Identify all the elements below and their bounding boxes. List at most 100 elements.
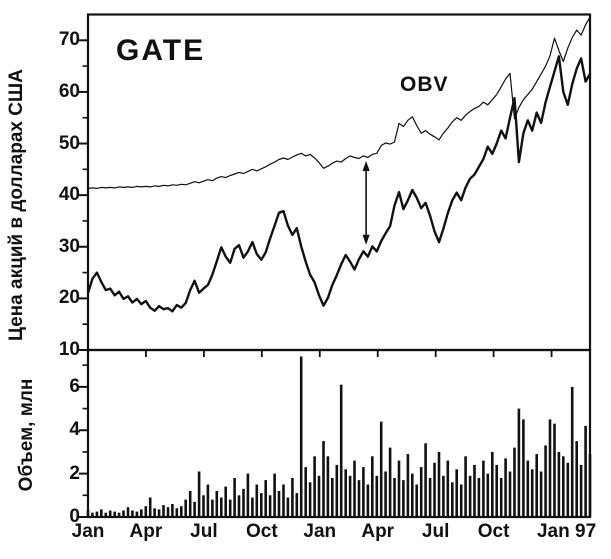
volume-bar [464, 456, 467, 517]
volume-bar [437, 451, 441, 517]
price-y-tick-label: 60 [58, 80, 80, 102]
chart-title: GATE [116, 34, 206, 67]
volume-y-tick-label: 6 [69, 375, 80, 397]
volume-bar [504, 458, 507, 517]
volume-bar [339, 384, 343, 517]
volume-bar [286, 497, 290, 517]
volume-panel-frame [86, 348, 592, 519]
volume-bar [171, 504, 174, 517]
volume-bar [393, 478, 396, 517]
arrowhead-down [362, 234, 370, 245]
volume-bar [384, 471, 387, 517]
price-y-tick-label: 20 [58, 287, 80, 309]
volume-bar [215, 491, 219, 517]
volume-bar [131, 510, 134, 517]
volume-bar [455, 469, 458, 517]
volume-bar [117, 512, 121, 517]
x-tick-label: Oct [245, 521, 278, 542]
volume-bar [242, 488, 245, 517]
volume-bar [295, 493, 299, 517]
volume-bar [251, 497, 254, 517]
volume-bar [126, 507, 130, 517]
volume-bar [442, 475, 445, 517]
x-tick-label: Jan [71, 521, 105, 542]
volume-bar [446, 460, 450, 517]
volume-bar [197, 471, 201, 517]
volume-y-tick-label: 0 [69, 506, 80, 527]
volume-bar [451, 482, 454, 517]
volume-bar [220, 497, 223, 517]
volume-bar [108, 510, 112, 517]
volume-bar [419, 467, 423, 517]
x-tick-label: Apr [361, 521, 395, 542]
volume-bar [348, 475, 352, 517]
volume-bar [402, 480, 405, 517]
volume-bar [331, 478, 334, 517]
volume-bar [322, 441, 325, 517]
volume-bar [553, 423, 556, 517]
volume-bar [304, 467, 307, 517]
volume-bar [428, 478, 432, 517]
volume-bar [162, 505, 165, 517]
volume-bar [211, 499, 214, 517]
volume-bar [388, 447, 392, 517]
volume-bar [557, 451, 561, 517]
volume-bar [495, 464, 498, 517]
volume-bar [562, 456, 565, 517]
volume-bar [522, 419, 525, 517]
volume-bar [486, 473, 490, 517]
volume-bar [237, 495, 241, 517]
volume-bar [491, 451, 494, 517]
volume-bar [233, 478, 236, 517]
volume-bar [482, 460, 485, 517]
price-y-tick-label: 50 [58, 132, 80, 154]
volume-bar [366, 484, 370, 517]
volume-bar [175, 508, 179, 517]
volume-bar [579, 464, 583, 517]
volume-bar [202, 495, 205, 517]
volume-bar [228, 499, 232, 517]
volume-bar [148, 497, 152, 517]
volume-bar [113, 511, 116, 517]
volume-bar [353, 460, 356, 517]
volume-bar [508, 471, 512, 517]
volume-bar [184, 499, 187, 517]
volume-bar [291, 478, 294, 517]
volume-bar [246, 473, 250, 517]
x-tick-label: Jul [421, 521, 450, 542]
volume-bar [433, 462, 436, 517]
volume-bar [344, 469, 347, 517]
volume-bar [397, 460, 401, 517]
volume-bar [255, 484, 259, 517]
volume-bar [526, 460, 530, 517]
price-line [86, 55, 592, 313]
obv-series-label: OBV [400, 73, 449, 96]
volume-bar [317, 475, 321, 517]
volume-bar [357, 480, 361, 517]
volume-bar [95, 511, 99, 517]
x-tick-label: Jan [303, 521, 337, 542]
volume-bar [335, 464, 339, 517]
volume-bar [584, 425, 587, 517]
x-tick-label: Oct [477, 521, 510, 542]
volume-bar [100, 509, 103, 517]
volume-bar [544, 445, 547, 517]
volume-y-tick-label: 2 [69, 462, 80, 484]
volume-bar [313, 456, 316, 517]
volume-y-tick-label: 4 [69, 419, 80, 441]
volume-bar [468, 475, 472, 517]
price-y-tick-label: 10 [58, 339, 80, 360]
price-y-tick-label: 70 [58, 29, 80, 51]
volume-bar [260, 493, 263, 517]
volume-bar [513, 447, 516, 517]
volume-bar [566, 462, 570, 517]
volume-bar [539, 471, 543, 517]
volume-bar [548, 419, 552, 517]
price-axis-label: Цена акций в долларах США [6, 69, 27, 341]
volume-bar [530, 469, 534, 517]
volume-bar [282, 484, 285, 517]
volume-bar [268, 495, 272, 517]
volume-bar [406, 454, 410, 517]
volume-bar [326, 456, 330, 517]
